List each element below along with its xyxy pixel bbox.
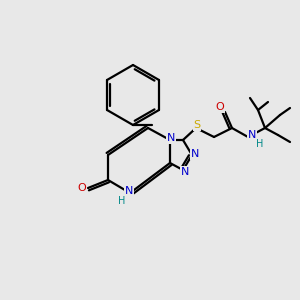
Text: N: N — [248, 130, 256, 140]
Text: N: N — [125, 186, 133, 196]
Text: N: N — [191, 149, 199, 159]
Text: O: O — [216, 102, 224, 112]
Text: N: N — [167, 133, 175, 143]
Text: H: H — [118, 196, 126, 206]
Text: S: S — [194, 120, 201, 130]
Text: O: O — [78, 183, 86, 193]
Text: H: H — [256, 139, 264, 149]
Text: N: N — [181, 167, 189, 177]
